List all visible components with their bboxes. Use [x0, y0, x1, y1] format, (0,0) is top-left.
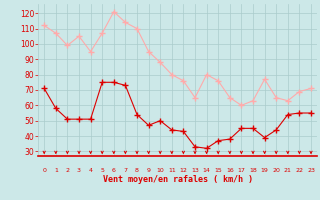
X-axis label: Vent moyen/en rafales ( km/h ): Vent moyen/en rafales ( km/h ) — [103, 175, 252, 184]
